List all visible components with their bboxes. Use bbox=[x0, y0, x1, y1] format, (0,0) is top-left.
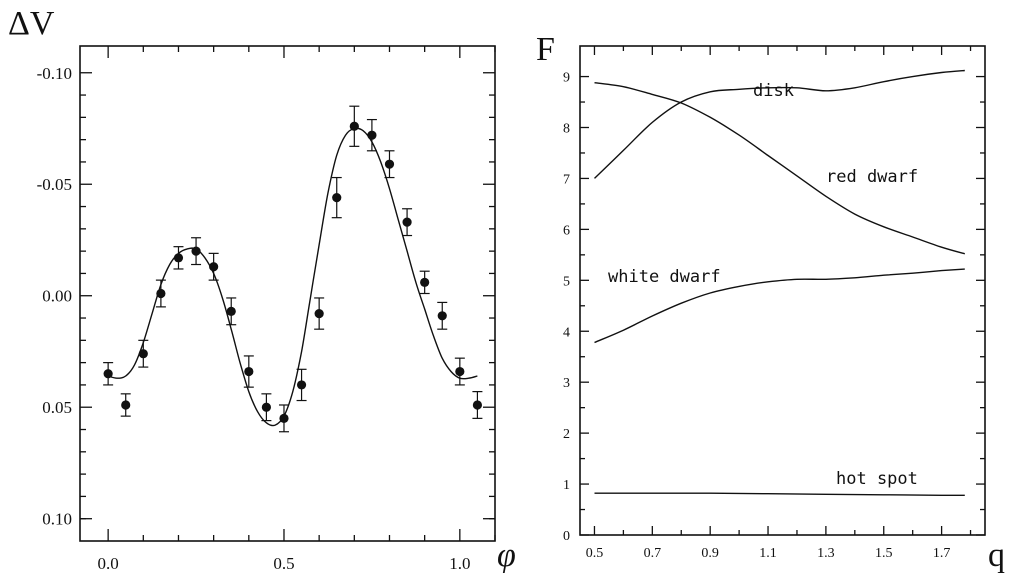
left-ylabel: ΔV bbox=[8, 5, 55, 42]
data-point bbox=[243, 355, 254, 388]
flux-panel: 0.5 0.7 0.9 1.1 1.3 1.5 1.7 0 1 2 3 4 5 6 7 8 9 disk red… bbox=[536, 31, 1005, 574]
x-tick-label: 0.0 bbox=[98, 554, 119, 573]
x-tick-label: 1.1 bbox=[759, 546, 777, 561]
data-point bbox=[384, 150, 395, 179]
x-tick-label: 1.7 bbox=[933, 546, 951, 561]
data-point bbox=[103, 362, 114, 386]
series-label-hot-spot: hot spot bbox=[836, 469, 918, 489]
data-point bbox=[208, 252, 219, 281]
data-point bbox=[138, 339, 149, 368]
y-tick-label: 7 bbox=[563, 172, 570, 187]
data-marker bbox=[156, 288, 166, 299]
data-point bbox=[366, 118, 377, 152]
y-tick-label: 5 bbox=[563, 274, 570, 289]
data-marker bbox=[244, 366, 254, 377]
y-tick-label: 0.10 bbox=[42, 510, 72, 529]
component-curves bbox=[594, 69, 965, 497]
data-marker bbox=[261, 402, 271, 412]
right-plot-frame bbox=[579, 45, 986, 536]
data-marker bbox=[314, 308, 324, 319]
data-point bbox=[173, 246, 184, 270]
data-marker bbox=[103, 369, 113, 379]
x-tick-label: 0.9 bbox=[701, 546, 719, 561]
data-point bbox=[402, 208, 413, 237]
data-point bbox=[349, 105, 360, 147]
series-label-disk: disk bbox=[753, 81, 794, 101]
data-marker bbox=[420, 277, 430, 287]
data-marker bbox=[455, 366, 465, 377]
left-axis-ticks bbox=[80, 46, 496, 541]
data-point bbox=[454, 357, 465, 386]
series-line-hot-spot bbox=[594, 492, 965, 497]
series-label-red-dwarf: red dwarf bbox=[826, 167, 918, 187]
y-tick-label: 4 bbox=[563, 325, 570, 340]
data-marker bbox=[402, 217, 412, 227]
data-marker bbox=[349, 121, 359, 131]
y-tick-label: 6 bbox=[563, 223, 570, 238]
y-tick-label: 0.00 bbox=[42, 287, 72, 306]
fit-curve bbox=[107, 127, 478, 427]
x-tick-label: 0.5 bbox=[586, 546, 604, 561]
y-tick-label: -0.05 bbox=[37, 175, 72, 194]
data-marker bbox=[437, 311, 447, 321]
left-tick-labels: 0.0 0.5 1.0 -0.10 -0.05 0.00 0.05 0.10 bbox=[37, 64, 471, 573]
series-line-white-dwarf bbox=[594, 268, 965, 344]
data-marker bbox=[332, 193, 342, 203]
data-point bbox=[472, 391, 483, 419]
x-tick-label: 0.7 bbox=[644, 546, 662, 561]
data-marker bbox=[384, 159, 395, 169]
y-tick-label: 3 bbox=[563, 376, 570, 391]
light-curve-panel: 0.0 0.5 1.0 -0.10 -0.05 0.00 0.05 0.10 ΔV φ bbox=[8, 5, 516, 574]
x-tick-label: 1.0 bbox=[449, 554, 470, 573]
x-tick-label: 1.5 bbox=[875, 546, 893, 561]
y-tick-label: 9 bbox=[563, 71, 570, 86]
data-marker bbox=[138, 349, 148, 359]
y-tick-label: 0.05 bbox=[42, 398, 72, 417]
y-tick-label: 8 bbox=[563, 122, 570, 137]
data-point bbox=[437, 301, 448, 330]
y-tick-label: 0 bbox=[563, 529, 570, 544]
y-tick-label: 1 bbox=[563, 478, 570, 493]
data-point bbox=[419, 270, 430, 295]
left-plot-frame bbox=[79, 45, 496, 542]
left-xlabel: φ bbox=[497, 537, 516, 574]
right-xlabel: q bbox=[988, 537, 1005, 574]
right-axis-ticks bbox=[580, 46, 985, 536]
data-marker bbox=[209, 262, 219, 272]
x-tick-label: 1.3 bbox=[817, 546, 835, 561]
data-point bbox=[261, 393, 272, 422]
data-point bbox=[314, 297, 325, 330]
data-point bbox=[226, 297, 237, 326]
data-marker bbox=[296, 380, 307, 390]
data-point bbox=[331, 176, 342, 219]
data-marker bbox=[226, 306, 236, 316]
data-marker bbox=[191, 246, 201, 256]
y-tick-label: -0.10 bbox=[37, 64, 72, 83]
data-marker bbox=[279, 413, 289, 423]
data-marker bbox=[367, 130, 377, 140]
data-point bbox=[155, 279, 166, 308]
data-point bbox=[278, 404, 289, 433]
series-label-white-dwarf: white dwarf bbox=[608, 267, 721, 287]
series-line-red-dwarf bbox=[594, 82, 965, 255]
right-tick-labels: 0.5 0.7 0.9 1.1 1.3 1.5 1.7 0 1 2 3 4 5 6 7 8 9 bbox=[563, 71, 950, 561]
data-marker bbox=[173, 253, 184, 263]
data-marker bbox=[472, 400, 483, 410]
y-tick-label: 2 bbox=[563, 427, 570, 442]
data-point bbox=[191, 237, 202, 266]
data-point bbox=[120, 393, 131, 417]
right-ylabel: F bbox=[536, 31, 555, 68]
data-marker bbox=[121, 400, 131, 410]
data-point bbox=[296, 368, 307, 402]
series-line-disk bbox=[594, 69, 965, 179]
x-tick-label: 0.5 bbox=[273, 554, 294, 573]
data-points bbox=[103, 105, 483, 433]
